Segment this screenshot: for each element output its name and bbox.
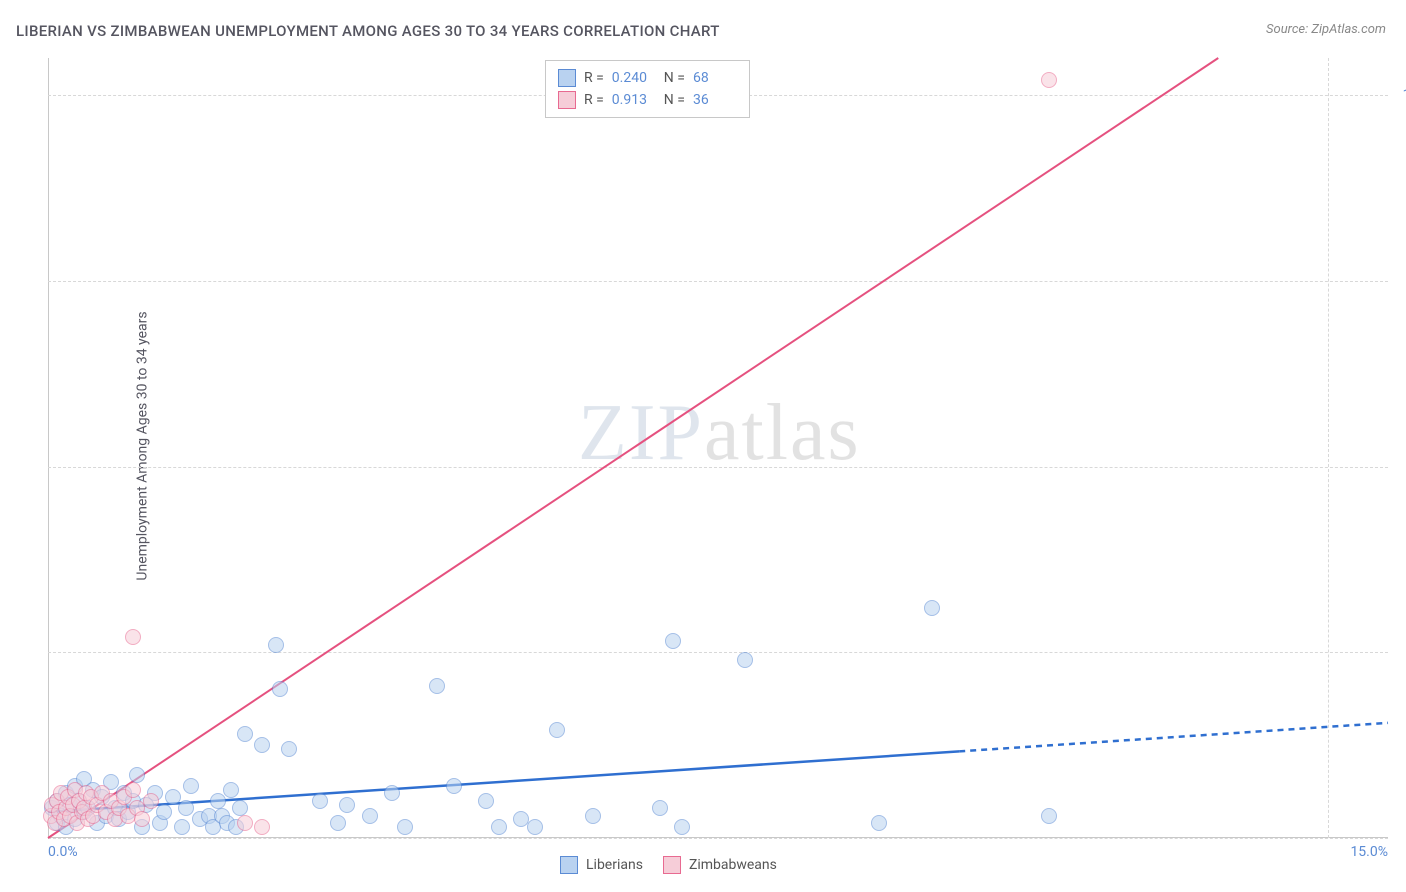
n-value: 36 bbox=[693, 92, 737, 108]
source-attribution: Source: ZipAtlas.com bbox=[1266, 22, 1386, 37]
stats-row: R = 0.913 N = 36 bbox=[558, 89, 737, 111]
series-swatch bbox=[558, 91, 576, 109]
y-tick-label: 100.0% bbox=[1403, 87, 1406, 103]
data-point bbox=[272, 681, 288, 697]
legend-swatch bbox=[560, 856, 578, 874]
data-point bbox=[446, 778, 462, 794]
data-point bbox=[549, 722, 565, 738]
data-point bbox=[174, 819, 190, 835]
data-point bbox=[384, 785, 400, 801]
legend-item: Zimbabweans bbox=[663, 856, 777, 874]
data-point bbox=[1041, 808, 1057, 824]
data-point bbox=[223, 782, 239, 798]
n-label: N = bbox=[664, 70, 685, 86]
data-point bbox=[125, 782, 141, 798]
legend-label: Liberians bbox=[586, 857, 643, 873]
data-point bbox=[254, 819, 270, 835]
data-point bbox=[129, 767, 145, 783]
scatter-plot: ZIPatlas 25.0%50.0%75.0%100.0%0.0%15.0% bbox=[48, 58, 1388, 838]
data-point bbox=[330, 815, 346, 831]
data-point bbox=[585, 808, 601, 824]
r-value: 0.240 bbox=[612, 70, 656, 86]
correlation-stats-box: R = 0.240 N = 68 R = 0.913 N = 36 bbox=[545, 60, 750, 118]
legend-swatch bbox=[663, 856, 681, 874]
data-point bbox=[339, 797, 355, 813]
series-legend: Liberians Zimbabweans bbox=[560, 856, 777, 874]
data-point bbox=[237, 726, 253, 742]
data-point bbox=[268, 637, 284, 653]
chart-title: LIBERIAN VS ZIMBABWEAN UNEMPLOYMENT AMON… bbox=[16, 22, 720, 40]
r-label: R = bbox=[584, 92, 604, 108]
data-point bbox=[478, 793, 494, 809]
data-point bbox=[281, 741, 297, 757]
data-point bbox=[237, 815, 253, 831]
data-point bbox=[156, 804, 172, 820]
data-point bbox=[178, 800, 194, 816]
data-point bbox=[652, 800, 668, 816]
stats-row: R = 0.240 N = 68 bbox=[558, 67, 737, 89]
x-tick-label: 0.0% bbox=[48, 844, 78, 860]
legend-item: Liberians bbox=[560, 856, 643, 874]
x-tick-label: 15.0% bbox=[1350, 844, 1388, 860]
series-swatch bbox=[558, 69, 576, 87]
data-point bbox=[491, 819, 507, 835]
trend-lines bbox=[48, 58, 1388, 838]
data-point bbox=[1041, 72, 1057, 88]
data-point bbox=[362, 808, 378, 824]
legend-label: Zimbabweans bbox=[689, 857, 777, 873]
r-value: 0.913 bbox=[612, 92, 656, 108]
n-label: N = bbox=[664, 92, 685, 108]
data-point bbox=[871, 815, 887, 831]
data-point bbox=[429, 678, 445, 694]
n-value: 68 bbox=[693, 70, 737, 86]
data-point bbox=[232, 800, 248, 816]
data-point bbox=[210, 793, 226, 809]
data-point bbox=[165, 789, 181, 805]
data-point bbox=[737, 652, 753, 668]
data-point bbox=[183, 778, 199, 794]
r-label: R = bbox=[584, 70, 604, 86]
data-point bbox=[134, 811, 150, 827]
data-point bbox=[397, 819, 413, 835]
data-point bbox=[665, 633, 681, 649]
data-point bbox=[312, 793, 328, 809]
data-point bbox=[254, 737, 270, 753]
data-point bbox=[143, 793, 159, 809]
data-point bbox=[527, 819, 543, 835]
grid-line-horizontal bbox=[48, 838, 1388, 839]
data-point bbox=[125, 629, 141, 645]
data-point bbox=[924, 600, 940, 616]
data-point bbox=[674, 819, 690, 835]
